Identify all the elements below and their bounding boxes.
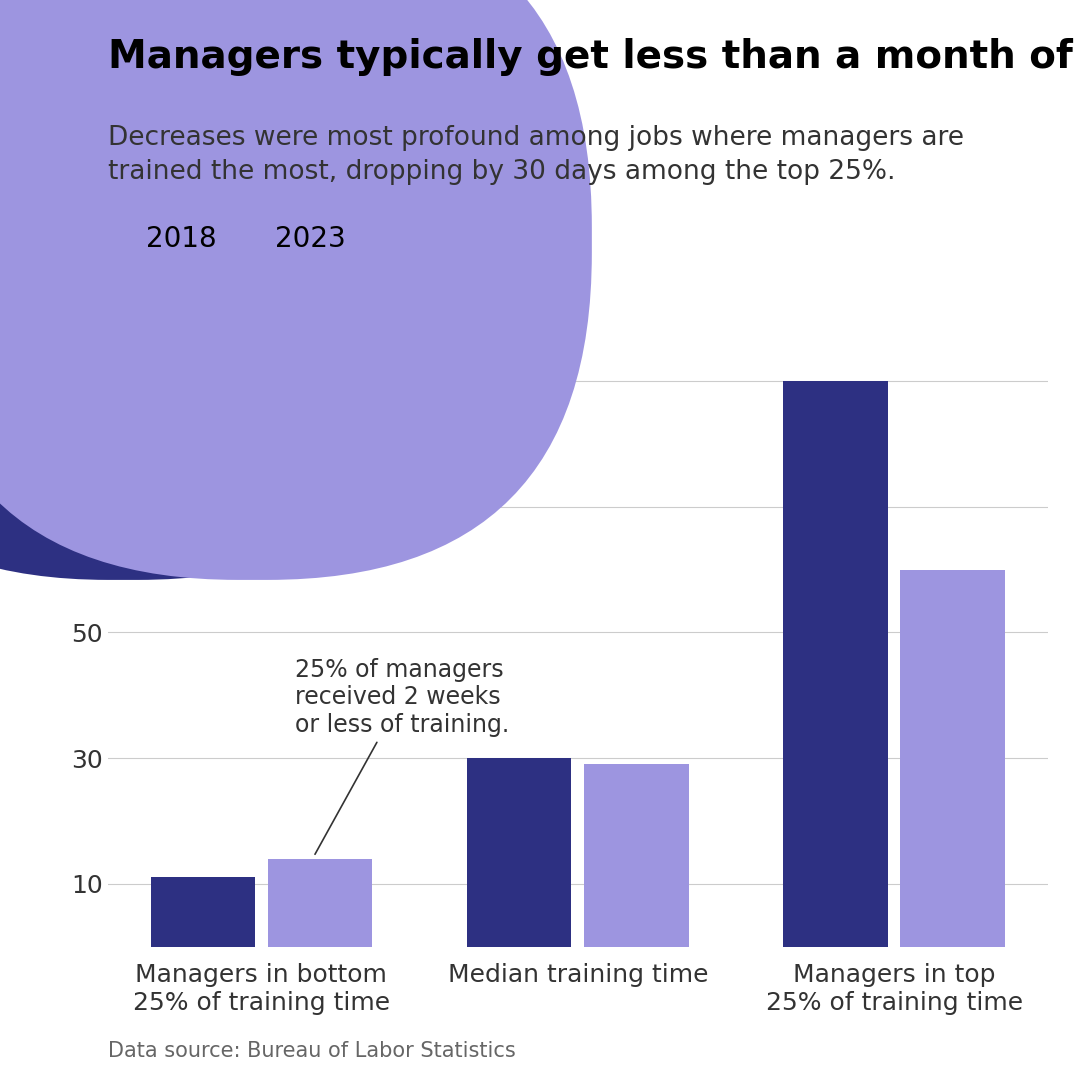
Bar [584, 765, 689, 947]
Bar [467, 758, 571, 947]
Bar [151, 877, 255, 947]
Bar [268, 858, 373, 947]
Bar [783, 381, 888, 947]
Bar [901, 569, 1004, 947]
Text: 2018: 2018 [146, 225, 216, 254]
Text: Managers typically get less than a month of training: Managers typically get less than a month… [108, 38, 1080, 76]
Text: 2023: 2023 [275, 225, 347, 254]
Text: Data source: Bureau of Labor Statistics: Data source: Bureau of Labor Statistics [108, 1041, 516, 1061]
Text: 25% of managers
received 2 weeks
or less of training.: 25% of managers received 2 weeks or less… [295, 657, 509, 854]
Text: Decreases were most profound among jobs where managers are
trained the most, dro: Decreases were most profound among jobs … [108, 125, 964, 185]
